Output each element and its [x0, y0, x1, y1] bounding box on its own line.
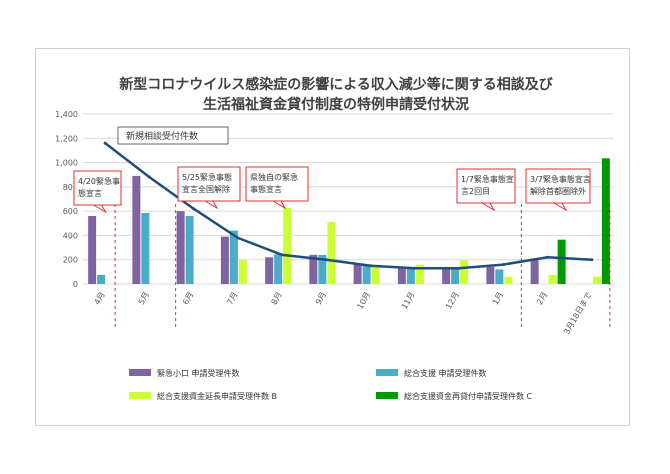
chart-title-line: 生活福祉資金貸付制度の特例申請受付状況: [203, 96, 469, 113]
line-point: [147, 175, 151, 179]
line-point: [103, 141, 107, 145]
bar: [309, 254, 318, 284]
line-point: [546, 255, 550, 259]
callout-text: 宣言全国解除: [182, 184, 230, 194]
bar: [592, 276, 601, 284]
bar: [460, 260, 469, 284]
bar: [495, 269, 504, 284]
callout-text: 解除首都圏除外: [530, 186, 586, 196]
x-tick-label: 4月: [93, 291, 107, 307]
bar: [238, 260, 247, 284]
callout-text: 県独自の緊急: [250, 172, 298, 182]
line-point: [457, 266, 461, 270]
x-tick-label: 7月: [225, 291, 239, 307]
bar: [442, 268, 451, 284]
line-point: [501, 263, 505, 267]
bar: [548, 274, 557, 284]
x-tick-label: 11月: [400, 291, 417, 311]
y-tick-label: 400: [63, 231, 78, 240]
chart-svg: 新型コロナウイルス感染症の影響による収入減少等に関する相談及び生活福祉資金貸付制…: [55, 76, 614, 401]
bar: [451, 268, 460, 284]
callout-pointer: [271, 200, 287, 210]
callout-text: 1/7緊急事態宣: [461, 174, 514, 184]
y-tick-label: 0: [73, 280, 78, 289]
chart-frame: 新型コロナウイルス感染症の影響による収入減少等に関する相談及び 生活福祉資金貸付制…: [35, 48, 630, 426]
x-tick-label: 12月: [444, 291, 461, 311]
bar: [530, 259, 539, 284]
callout-box: [525, 168, 591, 204]
x-tick-label: 5月: [137, 291, 151, 307]
legend-swatch: [129, 392, 151, 399]
line-point: [324, 258, 328, 262]
bar: [371, 266, 380, 284]
bar: [327, 222, 336, 284]
bar: [274, 254, 283, 284]
bar: [601, 158, 610, 284]
legend-swatch: [129, 369, 151, 376]
bar: [220, 236, 229, 284]
bar: [557, 239, 566, 284]
callout-text: 事態宣言: [250, 184, 282, 194]
bar: [229, 230, 238, 284]
line-series: [104, 142, 592, 270]
y-tick-label: 200: [63, 256, 78, 265]
bar: [88, 216, 97, 284]
line-point: [280, 253, 284, 257]
legend-swatch: [376, 369, 398, 376]
y-tick-label: 1,400: [55, 110, 78, 119]
y-tick-label: 1,000: [55, 159, 78, 168]
callout-box: [177, 166, 241, 202]
callout-pointer: [91, 204, 107, 214]
bar: [141, 212, 150, 284]
line-point: [369, 264, 373, 268]
bar: [265, 257, 274, 284]
legend-swatch: [376, 392, 398, 399]
legend-label: 緊急小口 申請受理件数: [157, 368, 240, 378]
bar: [397, 268, 406, 284]
line-point: [590, 258, 594, 262]
x-tick-label: 9月: [314, 291, 328, 307]
y-tick-label: 800: [63, 183, 78, 192]
callout-pointer: [552, 202, 568, 212]
callout-text: 態宣言: [78, 188, 102, 198]
x-tick-label: 2月: [535, 291, 549, 307]
bar: [185, 216, 194, 284]
x-tick-label: 8月: [270, 291, 284, 307]
legend-label: 総合支援資金延長申請受理件数 B: [157, 391, 277, 401]
line-series-label: 新規相談受付件数: [126, 130, 198, 142]
bar: [318, 254, 327, 284]
bar: [415, 264, 424, 284]
callout-box: [456, 168, 516, 204]
callout-text: 言2回目: [461, 186, 490, 196]
bar: [486, 267, 495, 284]
bar: [176, 211, 185, 284]
bar: [362, 265, 371, 284]
callout-box: [245, 166, 309, 202]
x-tick-label: 6月: [181, 291, 195, 307]
bar: [353, 263, 362, 284]
callout-text: 4/20緊急事: [78, 176, 120, 186]
callout-pointer: [480, 202, 496, 212]
x-tick-label: 3月18日まで: [562, 291, 593, 336]
bar: [406, 268, 415, 284]
line-point: [192, 207, 196, 211]
callout-text: 5/25緊急事態: [182, 172, 232, 182]
bar: [504, 276, 513, 284]
chart-title-line: 新型コロナウイルス感染症の影響による収入減少等に関する相談及び: [119, 76, 554, 93]
x-tick-label: 1月: [491, 291, 505, 307]
x-tick-label: 10月: [355, 291, 372, 311]
line-point: [413, 266, 417, 270]
bar: [283, 208, 292, 284]
callout-pointer: [203, 200, 219, 210]
line-series-label-box: [117, 126, 229, 145]
bar: [97, 274, 106, 284]
legend-label: 総合支援資金再貸付申請受理件数 C: [404, 391, 533, 401]
y-tick-label: 600: [63, 207, 78, 216]
line-point: [236, 236, 240, 240]
bar: [132, 175, 141, 284]
legend-label: 総合支援 申請受理件数: [404, 368, 487, 378]
y-tick-label: 1,200: [55, 134, 78, 143]
callout-text: 3/7緊急事態宣言: [530, 174, 591, 184]
